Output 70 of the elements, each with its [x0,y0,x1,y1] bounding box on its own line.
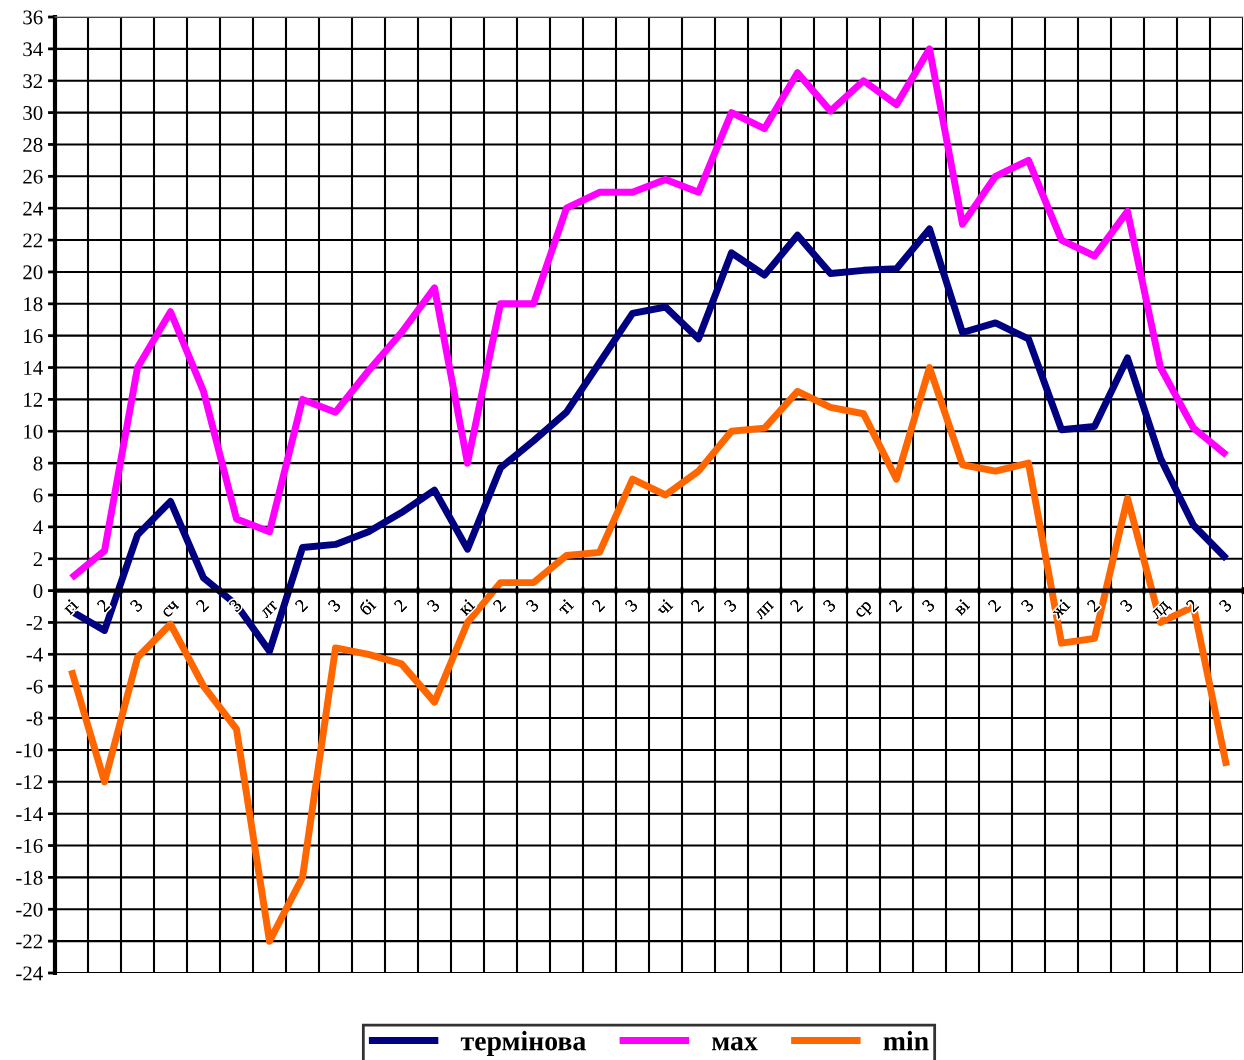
y-tick-label: 30 [23,105,43,121]
x-tick-label: 2 [591,598,606,613]
y-tick-label: 8 [33,456,43,471]
x-tick-label: лд [1151,600,1173,622]
x-tick-label: ср [855,600,875,621]
x-tick-label: лп [755,600,774,620]
x-tick-label: 3 [1218,598,1233,613]
x-tick-label: 3 [426,598,441,613]
legend-label: термінова [460,1030,586,1057]
y-tick-label: 22 [23,233,43,248]
y-tick-label: 4 [33,520,43,535]
x-tick-label: 2 [1086,598,1101,613]
x-tick-label: сч [162,600,180,618]
x-tick-label: 3 [327,598,342,613]
x-tick-label: 3 [624,598,639,613]
y-tick-label: 32 [23,74,43,89]
y-tick-label: 28 [23,137,43,152]
y-tick-label: 0 [33,583,43,599]
x-tick-label: 3 [1119,598,1134,613]
y-tick-label: 16 [24,329,43,344]
y-tick-label: 24 [23,201,43,216]
legend-label: мах [712,1037,758,1051]
y-tick-label: 14 [24,361,43,375]
x-tick-label: 2 [393,598,408,613]
x-tick-label: 2 [888,598,903,613]
x-tick-label: 2 [96,598,111,613]
y-tick-label: -8 [26,711,43,726]
x-tick-label: 2 [1185,598,1200,613]
x-tick-label: жі [1049,598,1071,619]
x-tick-label: 3 [822,598,837,613]
y-tick-label: 34 [23,42,43,57]
y-tick-label: 2 [33,552,43,566]
x-tick-label: гі [61,598,79,615]
x-tick-label: 2 [195,598,210,613]
y-tick-label: -24 [16,966,43,981]
x-tick-label: ві [952,598,971,616]
x-tick-label: 3 [129,598,144,613]
x-tick-label: 2 [294,598,309,613]
x-tick-label: 3 [1020,598,1035,613]
y-tick-label: -14 [16,807,43,821]
x-tick-label: 3 [525,598,540,613]
y-tick-label: -6 [26,679,43,694]
y-tick-label: -20 [16,902,43,917]
y-tick-label: -18 [16,870,43,885]
y-tick-label: -10 [16,743,43,758]
y-tick-label: 36 [23,10,43,25]
x-tick-label: 2 [492,598,507,613]
x-tick-label: 2 [987,598,1002,613]
y-tick-label: -16 [16,838,43,853]
x-tick-label: 3 [228,598,243,613]
y-tick-label: 26 [23,169,43,184]
x-tick-label: 2 [789,598,804,613]
y-tick-label: 10 [24,424,43,439]
x-tick-label: кі [457,598,476,616]
x-tick-label: 3 [921,598,936,613]
y-tick-label: -12 [16,775,43,790]
y-tick-label: 6 [33,488,43,503]
x-tick-label: лт [260,600,279,619]
x-tick-label: 2 [690,598,705,613]
y-tick-label: 20 [23,265,43,280]
y-tick-label: 12 [24,392,43,407]
legend-label: min [883,1030,929,1051]
x-tick-label: 3 [723,598,738,613]
x-tick-label: бі [358,597,377,616]
y-tick-label: -4 [26,647,43,662]
y-tick-label: -2 [26,615,43,630]
y-tick-label: -22 [16,934,43,949]
x-tick-label: чі [655,598,674,617]
x-tick-label: ті [556,598,574,616]
y-tick-label: 18 [24,297,43,312]
